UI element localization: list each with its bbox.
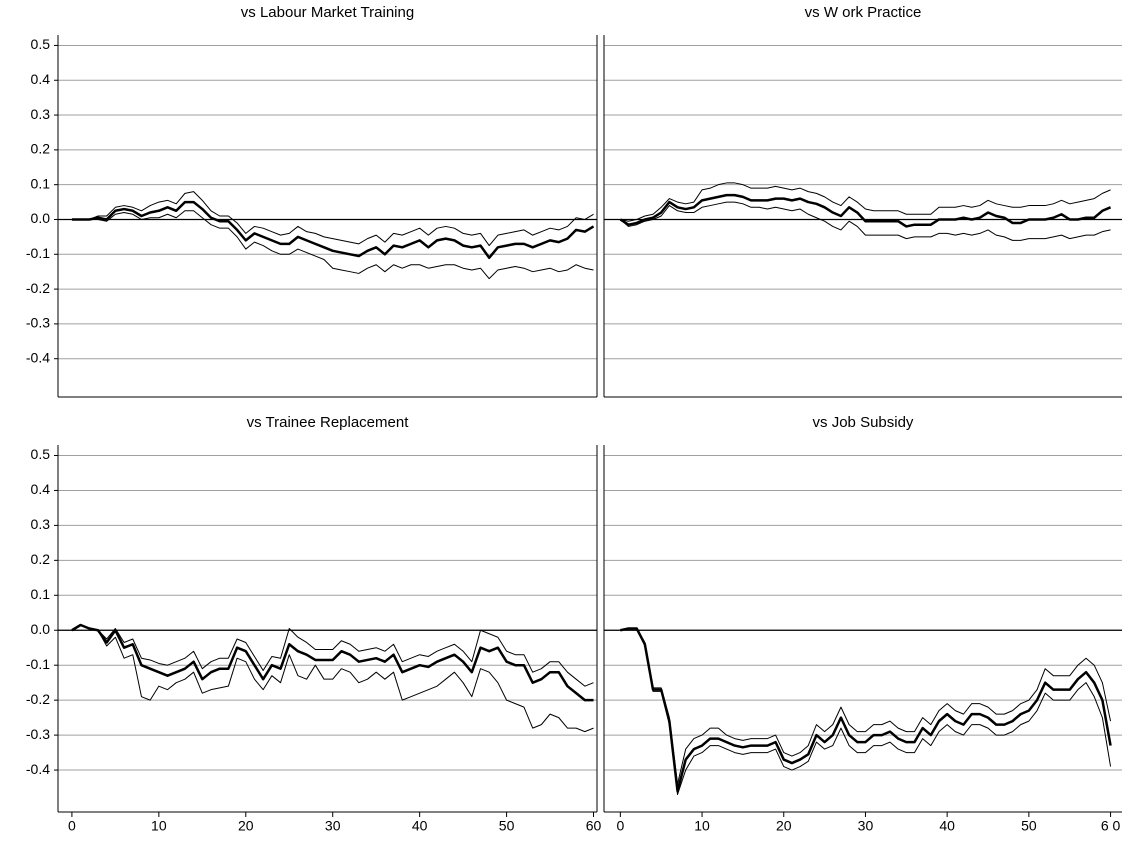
y-tick-label: 0.5 xyxy=(31,446,51,462)
series-line xyxy=(620,627,1112,793)
series-line xyxy=(620,628,1112,796)
x-tick-label: 50 xyxy=(499,818,515,834)
x-tick-label: 10 xyxy=(694,818,710,834)
panel: vs Labour Market Training 0.5 0.4 0.3 0.2 0.1… xyxy=(26,4,598,398)
panel: vs W ork Practice xyxy=(603,4,1122,398)
x-tick-label: 0 xyxy=(68,818,76,834)
series-line xyxy=(620,201,1111,241)
series-line xyxy=(620,182,1111,222)
series-line xyxy=(71,623,594,702)
y-tick-label: 0.1 xyxy=(31,586,51,602)
series-line xyxy=(620,628,1112,785)
x-tick-label: 30 xyxy=(325,818,341,834)
y-tick-label: -0.3 xyxy=(26,315,50,331)
panel: vs Job Subsidy 0 10 20 30 40 50 6 0 xyxy=(603,414,1122,834)
series-line xyxy=(71,191,594,247)
y-tick-label: -0.3 xyxy=(26,726,50,742)
y-tick-label: 0.5 xyxy=(31,36,51,52)
x-tick-label: 60 xyxy=(586,818,602,834)
x-tick-label: 20 xyxy=(238,818,254,834)
series-line xyxy=(71,624,594,687)
panel-title: vs Job Subsidy xyxy=(813,414,914,431)
x-tick-label: 20 xyxy=(776,818,792,834)
y-tick-label: 0.1 xyxy=(31,175,51,191)
panel-title: vs W ork Practice xyxy=(805,4,922,21)
panel-title: vs Labour Market Training xyxy=(241,4,414,21)
panel: vs Trainee Replacement 0.5 0.4 0.3 0.2 0.1 0.0… xyxy=(26,414,602,834)
series-line xyxy=(619,193,1112,228)
y-tick-label: 0.0 xyxy=(31,210,51,226)
series-line xyxy=(71,624,594,733)
y-tick-label: 0.4 xyxy=(31,481,51,497)
y-tick-label: 0.0 xyxy=(31,621,51,637)
series-line xyxy=(71,210,594,280)
y-tick-label: 0.3 xyxy=(31,516,51,532)
series-line xyxy=(71,200,595,260)
y-tick-label: 0.2 xyxy=(31,141,51,157)
x-tick-label: 40 xyxy=(939,818,955,834)
x-tick-label: 50 xyxy=(1021,818,1037,834)
y-tick-label: 0.4 xyxy=(31,71,51,87)
x-tick-label: 30 xyxy=(858,818,874,834)
x-tick-label: 0 xyxy=(616,818,624,834)
y-tick-label: -0.1 xyxy=(26,245,50,261)
y-tick-label: 0.2 xyxy=(31,551,51,567)
y-tick-label: -0.4 xyxy=(26,761,50,777)
y-tick-label: -0.4 xyxy=(26,349,50,365)
x-tick-label: 40 xyxy=(412,818,428,834)
y-tick-label: -0.1 xyxy=(26,656,50,672)
x-tick-label: 6 0 xyxy=(1101,818,1121,834)
y-tick-label: -0.2 xyxy=(26,691,50,707)
panel-title: vs Trainee Replacement xyxy=(247,414,410,431)
x-tick-label: 10 xyxy=(151,818,167,834)
y-tick-label: -0.2 xyxy=(26,280,50,296)
y-tick-label: 0.3 xyxy=(31,106,51,122)
